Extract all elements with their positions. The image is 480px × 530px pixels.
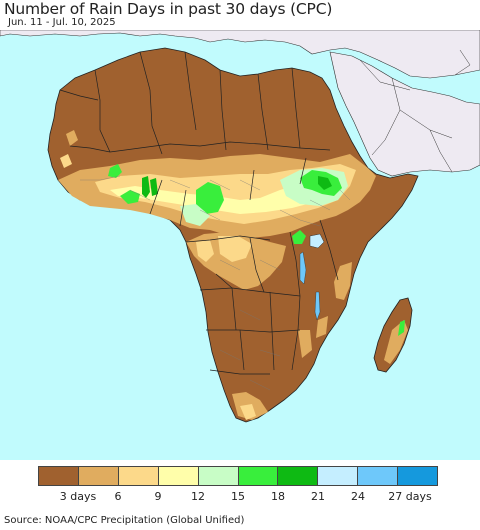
legend-labels: 3 days 6 9 12 15 18 21 24 27 days [0,490,480,504]
legend-label: 21 [311,490,325,503]
legend-label: 3 days [59,490,97,503]
date-range: Jun. 11 - Jul. 10, 2025 [8,17,116,28]
legend-swatch-10 [398,467,438,485]
legend-swatch-9 [358,467,399,485]
legend-label: 6 [114,490,122,503]
rain-cluster-west-africa [196,182,224,214]
legend-label: 12 [191,490,205,503]
legend-swatch-3 [118,467,159,485]
legend-swatch-5 [198,467,239,485]
legend-color-bar [38,466,438,486]
legend-label: 27 days [388,490,432,503]
legend-swatch-2 [78,467,119,485]
legend-swatch-4 [158,467,199,485]
legend-swatch-7 [278,467,319,485]
map-title: Number of Rain Days in past 30 days (CPC… [4,0,333,18]
source-credit: Source: NOAA/CPC Precipitation (Global U… [4,515,245,526]
legend-swatch-1 [39,467,79,485]
legend-label: 24 [351,490,365,503]
legend-swatch-6 [238,467,279,485]
legend-swatch-8 [318,467,359,485]
legend-label: 15 [231,490,245,503]
lake-victoria [309,233,325,249]
rain-days-map [0,30,480,460]
europe-landmass [0,30,480,79]
legend-label: 9 [154,490,162,503]
legend-label: 18 [271,490,285,503]
